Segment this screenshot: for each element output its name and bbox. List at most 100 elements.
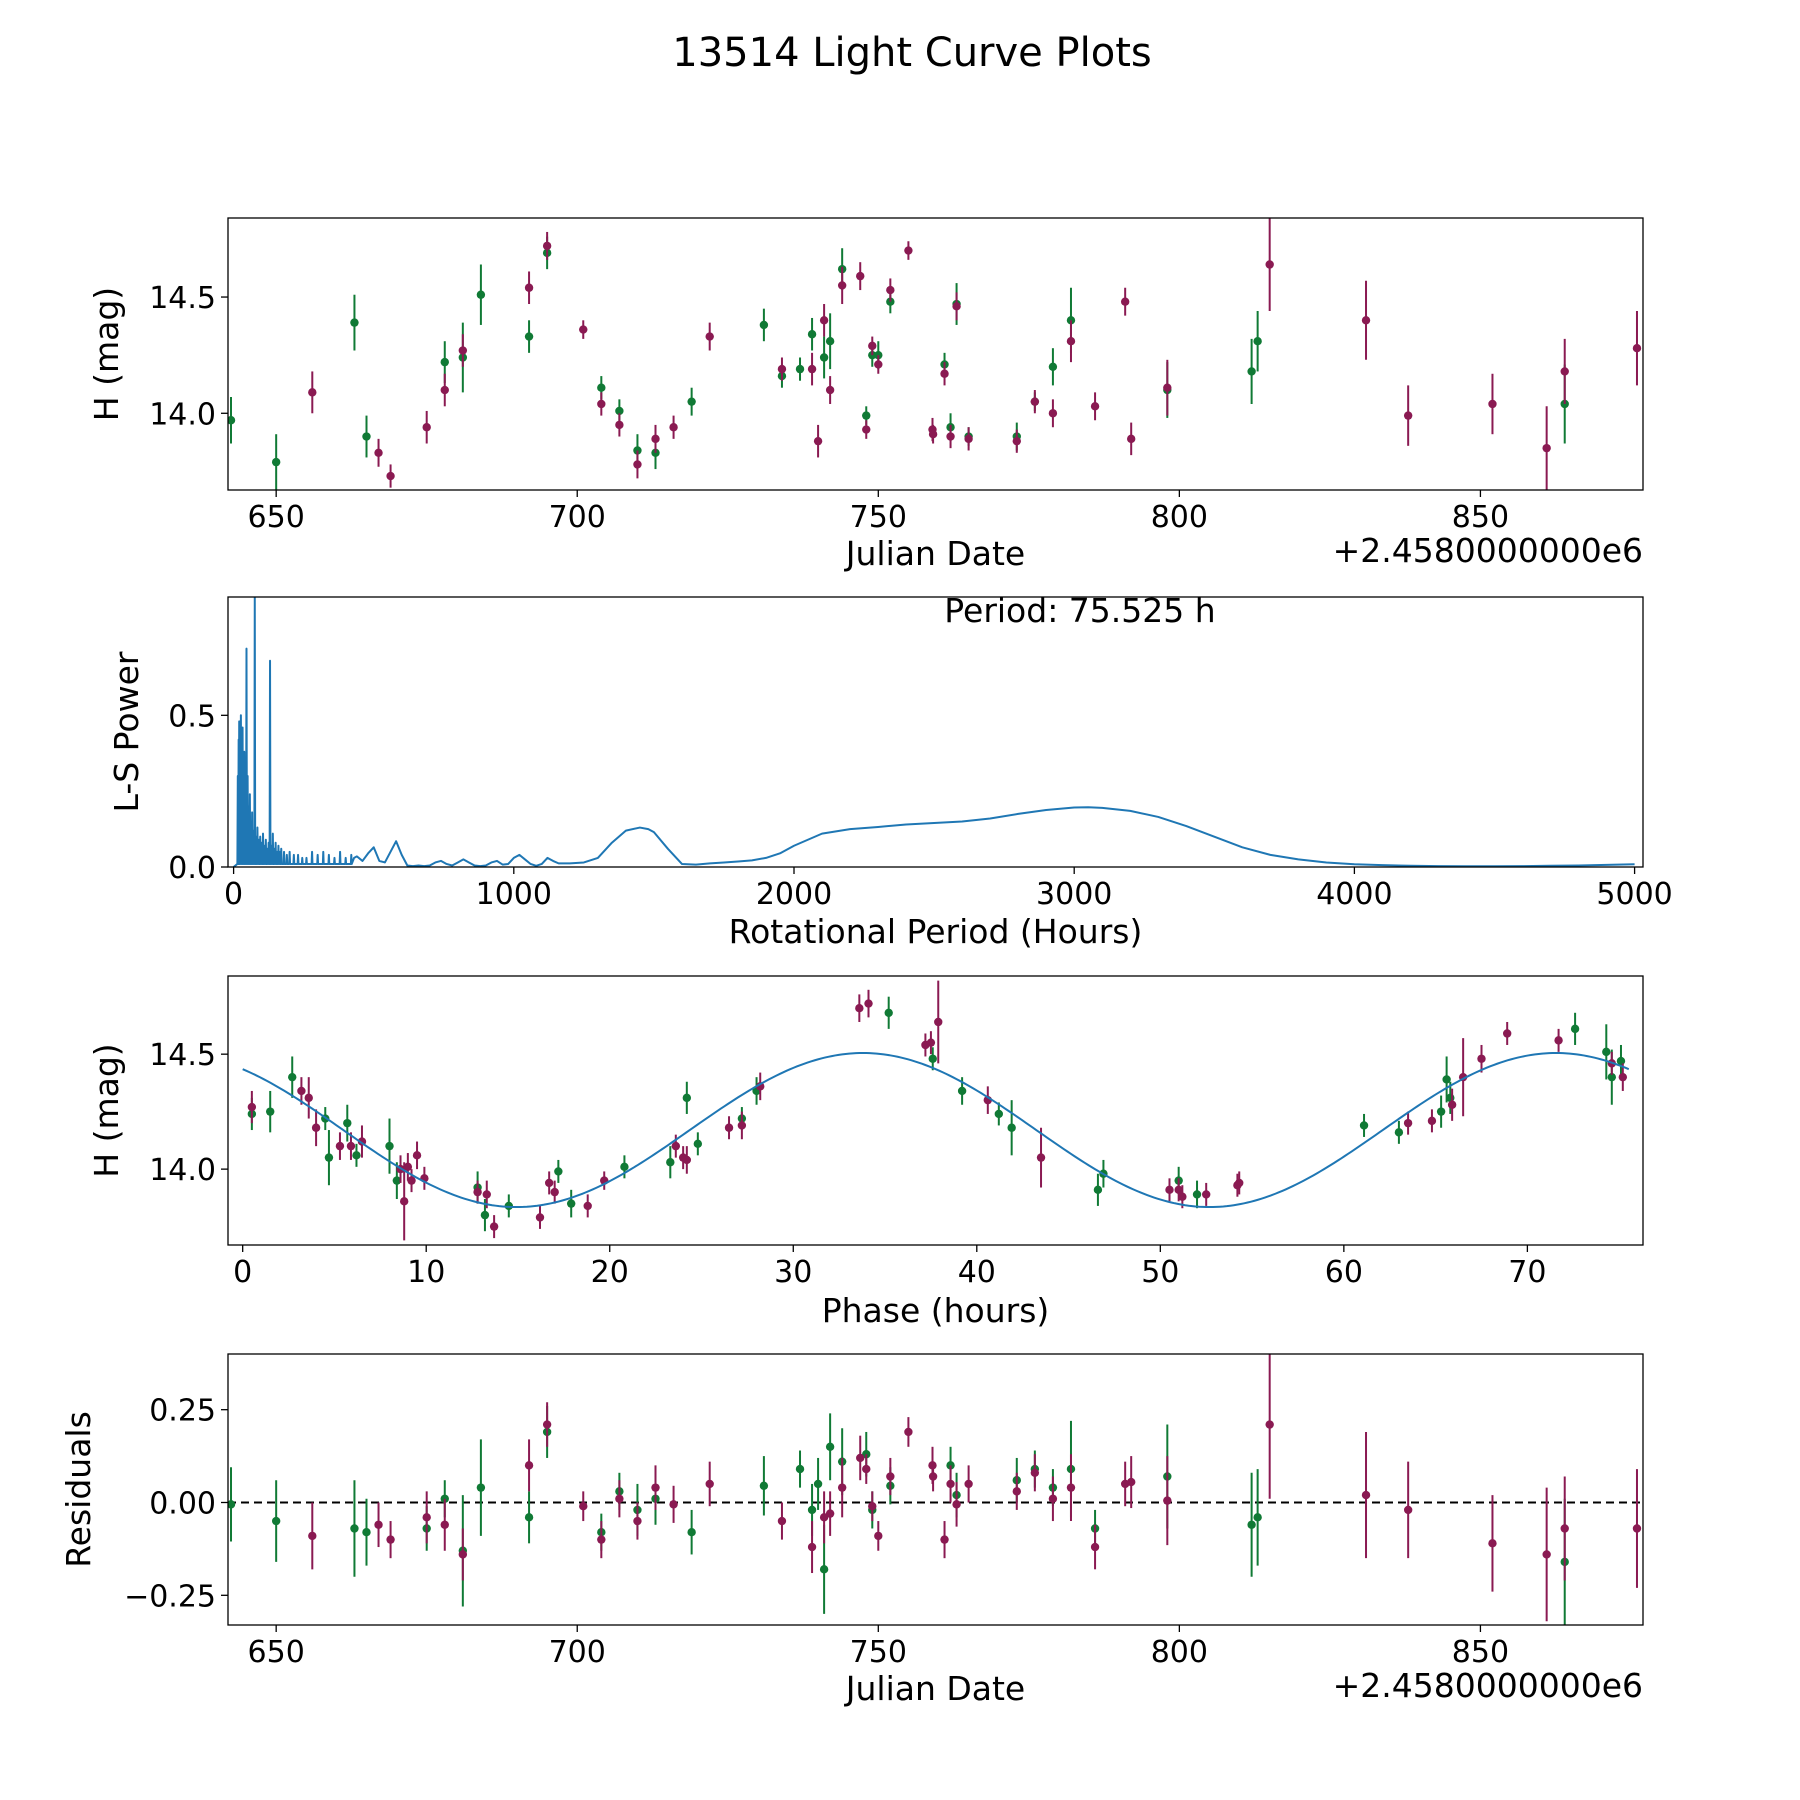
purple-data-point [825,1509,835,1518]
x-tick-label: 40 [958,1255,996,1290]
purple-data-point [777,1516,787,1526]
purple-data-point [724,1123,734,1132]
purple-data-point [1126,434,1136,444]
purple-data-point [1030,397,1040,406]
green-data-point [324,1153,334,1162]
purple-data-point [1120,297,1130,306]
x-tick-label: 2000 [756,877,832,912]
purple-data-point [669,423,678,432]
purple-data-point [633,1516,642,1526]
axes-frame [227,975,1644,1246]
purple-data-point [633,460,642,469]
purple-data-point [862,425,871,434]
plot-area-phased [242,980,1630,1241]
x-tick-label: 30 [774,1255,812,1290]
y-tick-label: 14.5 [149,281,216,316]
purple-data-point [247,1102,257,1112]
purple-data-point [928,430,938,439]
green-data-point [1192,1190,1202,1199]
x-axis-label: Julian Date [844,534,1026,573]
purple-data-point [489,1222,499,1231]
green-data-point [874,350,883,360]
purple-data-point [412,1151,422,1160]
green-data-point [819,1565,829,1574]
purple-data-point [651,434,660,444]
purple-data-point [886,1472,895,1481]
purple-data-point [597,1535,606,1544]
purple-data-point [705,1479,714,1489]
purple-data-point [940,369,949,378]
y-tick-label: −0.25 [124,1579,216,1614]
green-data-point [271,457,281,467]
green-data-point [682,1093,692,1103]
purple-data-point [1618,1072,1628,1082]
green-data-point [862,411,871,420]
purple-data-point [705,332,714,341]
x-tick-label: 750 [850,500,907,535]
purple-data-point [737,1121,747,1130]
purple-data-point [1165,1185,1174,1195]
x-tick-label: 60 [1325,1255,1363,1290]
green-data-point [597,383,606,392]
purple-data-point [1265,1420,1274,1429]
purple-data-point [946,1479,955,1489]
purple-data-point [386,1535,395,1544]
purple-data-point [1632,343,1642,353]
purple-data-point [1403,411,1413,420]
x-tick-label: 650 [248,1635,305,1670]
green-data-point [524,332,534,341]
y-axis-label: Residuals [59,1411,98,1568]
purple-data-point [669,1500,678,1509]
purple-data-point [868,1502,877,1511]
purple-data-point [1048,1494,1058,1503]
purple-data-point [346,1141,356,1151]
y-tick-label: 0.0 [168,851,216,886]
x-tick-label: 850 [1452,500,1509,535]
purple-data-point [864,999,873,1008]
purple-data-point [1632,1524,1642,1533]
green-data-point [566,1199,576,1208]
green-data-point [1048,362,1058,371]
figure-title: 13514 Light Curve Plots [672,30,1151,76]
green-data-point [362,1527,371,1537]
purple-data-point [819,1513,829,1522]
green-data-point [807,330,817,339]
x-tick-label: 850 [1452,1635,1509,1670]
purple-data-point [1163,1496,1172,1505]
purple-data-point [579,325,588,334]
axes-frame [227,596,1644,868]
x-tick-label: 0 [233,1255,252,1290]
green-data-point [1616,1056,1626,1066]
purple-data-point [1502,1029,1512,1038]
green-data-point [759,1481,769,1490]
purple-data-point [819,316,829,325]
purple-data-point [886,285,895,295]
green-data-point [759,320,769,330]
purple-data-point [671,1141,681,1151]
green-data-point [928,1054,937,1063]
green-data-point [819,353,829,362]
purple-data-point [904,246,913,255]
purple-data-point [813,436,823,446]
purple-data-point [524,283,534,292]
green-data-point [795,364,805,374]
purple-data-point [1126,1477,1136,1487]
purple-data-point [422,1513,431,1522]
plot-area-lightcurve [228,218,1642,490]
purple-data-point [440,1520,449,1529]
purple-data-point [1542,1550,1551,1559]
axes-frame [227,1353,1644,1626]
green-data-point [825,1442,835,1452]
purple-data-point [856,1453,865,1463]
y-tick-label: 0.00 [149,1486,216,1521]
purple-data-point [407,1176,416,1185]
axes-frame [227,217,1644,491]
x-axis-label: Julian Date [844,1669,1026,1708]
green-data-point [994,1109,1004,1119]
panel-periodogram: 0 1000 2000 3000 4000 5000 0.0 0.5 Rotational Pe… [107,591,1673,951]
green-data-point [266,1107,275,1116]
panel-residuals: 650 700 750 800 850 0.25 0.00 −0.25 Julian Date R… [59,1353,1644,1708]
purple-data-point [1488,399,1497,409]
purple-data-point [542,241,552,251]
y-axis-label: H (mag) [87,1043,126,1177]
